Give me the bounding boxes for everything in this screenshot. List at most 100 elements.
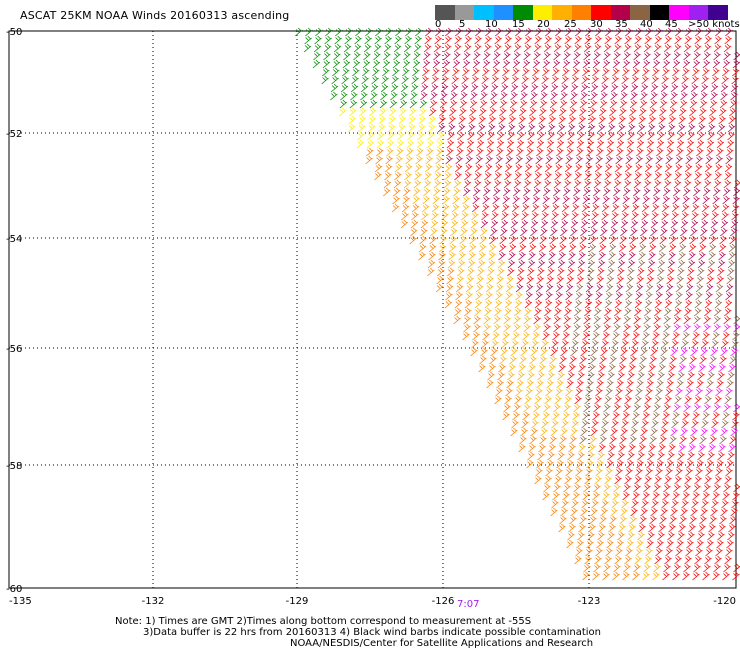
wind-barb <box>721 499 729 509</box>
wind-barb <box>682 411 690 421</box>
wind-barb <box>507 259 516 269</box>
wind-barb <box>423 179 432 189</box>
wind-barb <box>696 147 704 157</box>
wind-barb <box>432 59 441 69</box>
wind-barb <box>580 83 589 93</box>
wind-barb <box>532 59 541 69</box>
wind-barb <box>369 99 378 109</box>
wind-barb <box>595 467 603 477</box>
wind-barb <box>632 59 641 69</box>
wind-barb <box>594 35 602 45</box>
wind-barb <box>614 395 622 405</box>
wind-barb <box>525 283 534 293</box>
wind-barb <box>648 523 656 533</box>
longitude-label: -129 <box>286 596 309 607</box>
wind-barb <box>598 251 606 261</box>
wind-barb <box>581 419 589 429</box>
legend-swatch-4 <box>513 5 533 20</box>
wind-barb <box>506 275 514 285</box>
wind-barb <box>412 59 421 69</box>
wind-barb <box>426 147 434 157</box>
wind-barb <box>598 363 606 373</box>
wind-barb <box>590 91 598 101</box>
wind-barb <box>345 27 353 37</box>
wind-barb <box>367 131 375 141</box>
wind-barb <box>600 227 608 237</box>
wind-barb <box>730 347 738 357</box>
wind-barb <box>606 275 614 285</box>
wind-barb <box>638 363 646 373</box>
wind-barb <box>651 419 659 429</box>
wind-barb <box>660 507 668 517</box>
wind-barb <box>526 379 534 389</box>
wind-barb <box>458 243 467 253</box>
wind-barb <box>505 291 513 301</box>
wind-barb <box>726 275 734 285</box>
wind-barb <box>711 419 719 429</box>
wind-barb <box>470 219 479 229</box>
wind-barb <box>348 115 356 125</box>
wind-barb <box>598 115 606 125</box>
wind-barb <box>588 443 596 453</box>
wind-barb <box>579 235 587 245</box>
wind-barb <box>369 107 377 117</box>
wind-barb <box>546 459 554 469</box>
legend-swatch-10 <box>630 5 650 20</box>
wind-barb <box>570 227 578 237</box>
wind-barb <box>536 139 545 149</box>
wind-barb <box>543 403 551 413</box>
wind-barb <box>510 219 519 229</box>
wind-barb <box>537 123 546 133</box>
wind-barb <box>478 363 486 373</box>
wind-barb <box>456 139 465 149</box>
wind-barb <box>663 323 671 333</box>
wind-barb <box>423 187 431 197</box>
wind-barb <box>685 291 693 301</box>
wind-barb <box>597 531 605 541</box>
wind-barb <box>464 163 473 173</box>
wind-barb <box>618 363 626 373</box>
wind-barb <box>405 155 413 165</box>
wind-barb <box>479 355 487 365</box>
wind-barb <box>639 235 647 245</box>
wind-barb <box>717 267 725 277</box>
wind-barb <box>531 339 539 349</box>
wind-barb <box>406 147 414 157</box>
wind-barb <box>625 291 633 301</box>
wind-barb <box>661 211 669 221</box>
wind-barb <box>614 171 622 181</box>
wind-barb <box>691 419 699 429</box>
wind-barb <box>616 147 624 157</box>
wind-barb <box>699 435 707 445</box>
wind-barb <box>550 427 558 437</box>
wind-barb <box>683 179 692 189</box>
wind-barb <box>422 59 431 69</box>
wind-barb <box>714 299 723 309</box>
wind-barb <box>527 451 535 461</box>
wind-barb <box>661 339 669 349</box>
wind-barb <box>622 411 630 421</box>
wind-barb <box>569 515 577 525</box>
wind-barb <box>517 123 526 133</box>
wind-barb <box>536 275 544 285</box>
wind-barb <box>653 323 661 333</box>
wind-barb <box>724 555 732 565</box>
wind-barb <box>634 35 642 45</box>
wind-barb <box>584 35 592 45</box>
wind-barb <box>455 283 464 293</box>
wind-barb <box>443 187 451 197</box>
wind-barb <box>324 35 332 45</box>
wind-barb <box>665 27 673 37</box>
wind-barb <box>614 163 623 173</box>
wind-barb <box>649 515 657 525</box>
wind-barb <box>573 187 581 197</box>
map-title: ASCAT 25KM NOAA Winds 20160313 ascending <box>20 9 290 22</box>
wind-barb <box>548 443 556 453</box>
wind-barb <box>553 315 561 325</box>
wind-barb <box>424 163 433 173</box>
wind-barb <box>690 507 698 517</box>
wind-barb <box>417 131 425 141</box>
wind-barb <box>725 283 734 293</box>
wind-barb <box>518 443 526 453</box>
wind-barb <box>525 387 533 397</box>
